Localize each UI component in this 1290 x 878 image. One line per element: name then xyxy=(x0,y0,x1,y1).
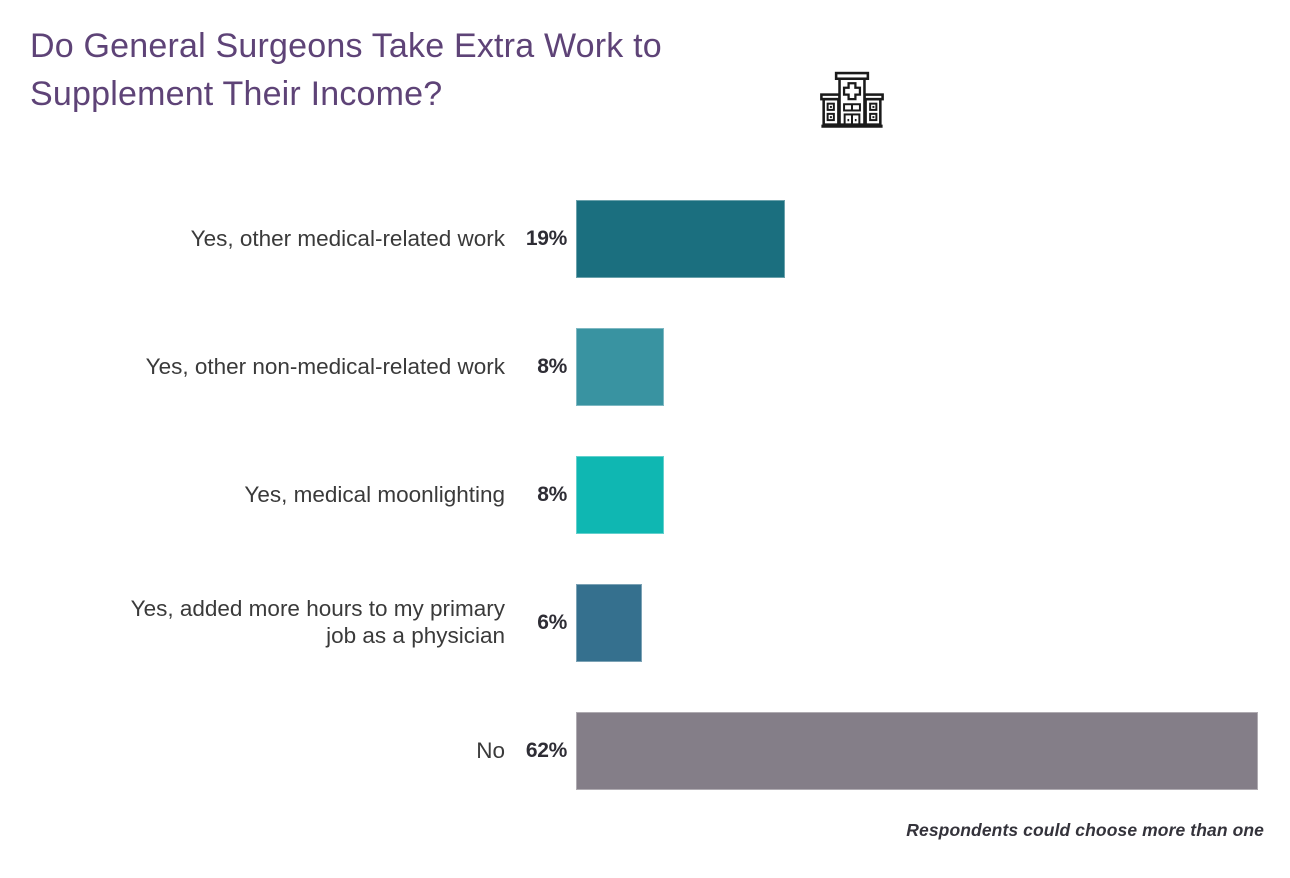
bar-track xyxy=(576,456,1258,534)
page-title-line-1: Do General Surgeons Take Extra Work to xyxy=(30,27,662,65)
bar-non-medical-related xyxy=(576,328,664,406)
bar-track xyxy=(576,200,1258,278)
category-label: Yes, other medical-related work xyxy=(190,225,505,251)
chart-row-no: No 62% xyxy=(30,712,1258,790)
chart-row-more-hours: Yes, added more hours to my primary job … xyxy=(30,584,1258,662)
value-label: 19% xyxy=(525,227,567,250)
bar-track xyxy=(576,328,1258,406)
bar-track xyxy=(576,584,1258,662)
value-label: 6% xyxy=(537,611,567,634)
chart-footnote: Respondents could choose more than one xyxy=(906,820,1264,840)
value-label: 62% xyxy=(525,739,567,762)
bar-no xyxy=(576,712,1258,790)
bar-more-hours xyxy=(576,584,642,662)
category-label: Yes, added more hours to my primary job … xyxy=(130,596,505,648)
category-label: Yes, medical moonlighting xyxy=(244,481,505,507)
page-title: Do General Surgeons Take Extra Work to S… xyxy=(30,22,662,118)
value-label: 8% xyxy=(537,355,567,378)
chart-row-non-medical-related: Yes, other non-medical-related work 8% xyxy=(30,328,1258,406)
page-title-line-2: Supplement Their Income? xyxy=(30,75,443,113)
hospital-icon xyxy=(818,64,886,132)
value-label: 8% xyxy=(537,483,567,506)
bar-moonlighting xyxy=(576,456,664,534)
chart-row-moonlighting: Yes, medical moonlighting 8% xyxy=(30,456,1258,534)
bar-chart: Yes, other medical-related work 19% Yes,… xyxy=(30,200,1258,790)
bar-medical-related xyxy=(576,200,785,278)
category-label: Yes, other non-medical-related work xyxy=(145,353,505,379)
bar-track xyxy=(576,712,1258,790)
category-label: No xyxy=(476,737,505,763)
chart-row-medical-related: Yes, other medical-related work 19% xyxy=(30,200,1258,278)
